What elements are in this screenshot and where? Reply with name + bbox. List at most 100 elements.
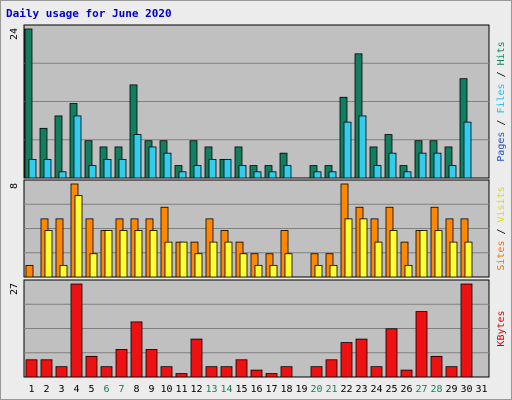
- bar-files-day-30: [463, 121, 472, 179]
- bar-sites-day-22: [344, 218, 353, 278]
- day-label-7: 7: [118, 384, 124, 395]
- bar-files-day-11: [178, 171, 187, 179]
- bar-kbytes-day-5: [85, 355, 98, 378]
- chart-panels: 24 Pages / Files / Hits 8 Sites / Visits 27 K…: [9, 24, 507, 378]
- bar-sites-day-30: [464, 241, 473, 278]
- day-label-6: 6: [103, 384, 109, 395]
- day-label-4: 4: [73, 384, 79, 395]
- bar-kbytes-day-20: [310, 366, 323, 378]
- legend-item-hits: Hits: [496, 41, 507, 65]
- legend-separator: /: [496, 65, 507, 83]
- bar-sites-day-5: [89, 253, 98, 278]
- day-label-14: 14: [220, 384, 232, 395]
- bar-kbytes-day-6: [100, 366, 113, 378]
- bar-kbytes-day-1: [25, 359, 38, 378]
- bar-files-day-1: [28, 158, 37, 179]
- chart-title: Daily usage for June 2020: [6, 7, 172, 20]
- bar-files-day-2: [43, 158, 52, 179]
- bar-files-day-21: [328, 171, 337, 179]
- bar-files-day-15: [238, 165, 247, 179]
- day-label-2: 2: [43, 384, 49, 395]
- bar-sites-day-18: [284, 253, 293, 278]
- y-max-label: 24: [9, 28, 20, 40]
- bar-files-day-8: [133, 134, 142, 179]
- bar-sites-day-28: [434, 230, 443, 278]
- bar-kbytes-day-24: [370, 366, 383, 378]
- day-label-30: 30: [460, 384, 472, 395]
- day-label-28: 28: [430, 384, 442, 395]
- bar-files-day-24: [373, 165, 382, 179]
- bar-kbytes-day-12: [190, 338, 203, 378]
- panel-hits-files-pages: 24 Pages / Files / Hits: [9, 24, 507, 179]
- bar-sites-day-12: [194, 253, 203, 278]
- day-label-20: 20: [310, 384, 322, 395]
- bar-files-day-20: [313, 171, 322, 179]
- day-label-9: 9: [148, 384, 154, 395]
- bar-kbytes-day-22: [340, 342, 353, 378]
- day-label-17: 17: [265, 384, 277, 395]
- day-label-25: 25: [385, 384, 397, 395]
- bar-visits-day-1: [25, 264, 34, 278]
- bar-hits-day-5: [84, 140, 93, 179]
- bar-files-day-25: [388, 152, 397, 179]
- bar-files-day-14: [223, 158, 232, 179]
- bar-files-day-4: [73, 115, 82, 179]
- bar-sites-day-10: [164, 241, 173, 278]
- bar-sites-day-25: [389, 230, 398, 278]
- bar-hits-day-8: [129, 84, 138, 179]
- bar-hits-day-2: [39, 127, 48, 179]
- day-label-31: 31: [475, 384, 487, 395]
- bar-sites-day-16: [254, 264, 263, 278]
- day-label-8: 8: [133, 384, 139, 395]
- bar-hits-day-1: [24, 28, 33, 179]
- bar-files-day-27: [418, 152, 427, 179]
- bar-files-day-22: [343, 121, 352, 179]
- bar-kbytes-day-27: [415, 311, 428, 378]
- day-label-13: 13: [205, 384, 217, 395]
- bar-sites-day-11: [179, 241, 188, 278]
- bar-kbytes-day-7: [115, 349, 128, 378]
- bar-kbytes-day-2: [40, 359, 53, 378]
- y-max-label: 27: [9, 283, 20, 295]
- day-label-21: 21: [325, 384, 337, 395]
- bar-kbytes-day-11: [175, 373, 188, 378]
- bar-files-day-13: [208, 158, 217, 179]
- bar-visits-day-3: [55, 218, 64, 278]
- bar-hits-day-12: [189, 140, 198, 179]
- bar-sites-day-23: [359, 218, 368, 278]
- bar-sites-day-27: [419, 230, 428, 278]
- legend-item-visits: Visits: [496, 186, 507, 222]
- day-axis: 1 2 3 4 5 6 7 8 9 10 11 12 13 14 15 16 17 18 19 20 21 22 23 24 2…: [28, 384, 487, 395]
- day-label-22: 22: [340, 384, 352, 395]
- bar-kbytes-day-18: [280, 366, 293, 378]
- day-label-29: 29: [445, 384, 457, 395]
- bar-hits-day-24: [369, 146, 378, 179]
- day-label-12: 12: [190, 384, 202, 395]
- bar-files-day-12: [193, 165, 202, 179]
- bar-kbytes-day-26: [400, 369, 413, 378]
- legend-item-kbytes: KBytes: [496, 310, 507, 346]
- panel-kbytes: 27 KBytes: [9, 279, 507, 378]
- bar-kbytes-day-30: [460, 283, 473, 378]
- legend-separator: /: [496, 114, 507, 132]
- bar-sites-day-26: [404, 264, 413, 278]
- bar-kbytes-day-15: [235, 359, 248, 378]
- bar-files-day-17: [268, 171, 277, 179]
- bar-kbytes-day-23: [355, 338, 368, 378]
- bar-sites-day-24: [374, 241, 383, 278]
- bar-sites-day-3: [59, 264, 68, 278]
- bar-kbytes-day-9: [145, 349, 158, 378]
- bar-hits-day-15: [234, 146, 243, 179]
- bar-files-day-23: [358, 115, 367, 179]
- bar-files-day-10: [163, 152, 172, 179]
- bar-visits-day-26: [400, 241, 409, 278]
- day-label-3: 3: [58, 384, 64, 395]
- bar-files-day-26: [403, 171, 412, 179]
- legend-item-sites: Sites: [496, 241, 507, 271]
- bar-sites-day-13: [209, 241, 218, 278]
- bar-sites-day-8: [134, 230, 143, 278]
- bar-sites-day-4: [74, 195, 83, 278]
- bar-kbytes-day-3: [55, 366, 68, 378]
- bar-sites-day-6: [104, 230, 113, 278]
